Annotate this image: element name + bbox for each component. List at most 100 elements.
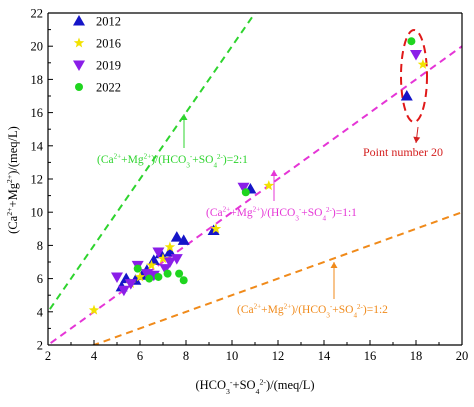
point-2019-3 — [124, 279, 137, 290]
point-2016-4 — [146, 259, 157, 270]
annotation-ratio-2-1-part: )=2:1 — [223, 154, 248, 166]
arrow-ratio-1-1 — [270, 170, 278, 201]
annotation-point-20: Point number 20 — [363, 145, 443, 159]
point-2019-12 — [410, 50, 422, 61]
legend-item-2019: 2019 — [73, 59, 121, 73]
point-2022-5 — [175, 269, 184, 278]
y-tick-label: 4 — [37, 305, 44, 319]
y-tick-label: 12 — [31, 173, 44, 187]
arrow-ratio-2-1 — [180, 114, 188, 148]
point-2022-2 — [145, 274, 154, 283]
annotation-ratio-1-1-part: +SO — [301, 207, 322, 219]
arrow-point-20 — [413, 126, 421, 144]
legend: 2012 2016 2019 2022 — [73, 15, 121, 95]
annotation-ratio-2-1-part: 2+ — [114, 153, 122, 161]
point-2022-1 — [133, 264, 142, 273]
y-tick-label: 2 — [37, 339, 43, 353]
point-2019-9 — [163, 257, 176, 268]
annotation-ratio-1-2-part: 3 — [326, 311, 330, 319]
y-tick-label: 18 — [31, 73, 44, 87]
annotation-ratio-1-1-part: )/(HCO — [260, 207, 295, 219]
reference-lines — [48, 13, 462, 345]
annotation-ratio-1-1-part: 4 — [322, 215, 326, 223]
x-tick-label: 14 — [318, 349, 331, 363]
series-2022 — [133, 37, 416, 285]
annotation-point-20-part: Point number 20 — [363, 145, 443, 159]
series-2012 — [115, 90, 413, 292]
annotation-ratio-1-2-part: 2+ — [284, 303, 292, 311]
reference-line-1 — [48, 13, 257, 314]
x-axis-label-part: 3 — [226, 387, 230, 396]
point-2019-7 — [152, 247, 165, 259]
x-axis-label-part: (HCO — [195, 378, 226, 392]
legend-item-2016: 2016 — [73, 37, 121, 51]
x-tick-label: 6 — [137, 349, 143, 363]
point-2019-8 — [159, 264, 172, 275]
x-tick-label: 2 — [45, 349, 51, 363]
x-tick-label: 4 — [91, 349, 98, 363]
point-2022-6 — [179, 276, 188, 285]
annotation-ratio-2-1-part: +SO — [192, 154, 213, 166]
x-axis-label-part: 4 — [256, 387, 260, 396]
series-2019 — [111, 50, 422, 297]
y-tick-label: 10 — [31, 206, 44, 220]
legend-label: 2012 — [96, 15, 121, 29]
annotation-ratio-1-1-part: - — [299, 206, 302, 214]
x-tick-label: 10 — [226, 349, 239, 363]
point-2019-1 — [111, 272, 123, 283]
arrow-ratio-1-1-head — [270, 170, 278, 176]
annotation-ratio-1-2-part: 2+ — [254, 303, 262, 311]
y-tick-label: 16 — [31, 106, 44, 120]
legend-label: 2022 — [96, 81, 121, 95]
axes: 2 4 6 8 10 12 14 16 18 20246810121416182022(HCO3-… — [5, 7, 468, 396]
point-2012-9 — [170, 231, 183, 242]
y-axis-label: (Ca2++Mg2+)/(meq/L) — [5, 126, 20, 234]
point-2022-3 — [154, 272, 163, 281]
point-2016-7 — [210, 223, 222, 234]
point-2016-9 — [417, 58, 429, 69]
annotation-ratio-1-1-part: )=1:1 — [332, 207, 357, 219]
annotation-ratio-2-1-part: 4 — [213, 162, 217, 170]
point-2012-10 — [177, 234, 190, 245]
x-axis-label-part: - — [230, 377, 233, 386]
legend-item-2012: 2012 — [73, 15, 121, 29]
y-axis-label-part: )/(meq/L) — [6, 126, 20, 175]
point-20-ellipse — [400, 29, 428, 123]
point-2019-2 — [117, 285, 130, 297]
annotation-ratio-1-2-part: +SO — [332, 304, 353, 316]
legend-label: 2019 — [96, 59, 121, 73]
x-tick-label: 16 — [364, 349, 377, 363]
annotation-ratio-2-1-part: - — [190, 153, 193, 161]
arrow-ratio-2-1-head — [180, 114, 188, 120]
arrow-ratio-1-2-head — [330, 262, 338, 268]
annotation-ratio-2-1-part: 3 — [186, 161, 190, 169]
y-tick-label: 20 — [31, 40, 44, 54]
point-2019-11 — [237, 182, 250, 194]
annotation-ratio-1-2-part: )/(HCO — [291, 304, 326, 316]
annotation-ratio-1-2-part: +Mg — [261, 304, 284, 316]
annotation-ratio-2-1: (Ca2++Mg2+)/(HCO3-+SO42-)=2:1 — [97, 153, 248, 170]
annotation-ratio-1-1-part: (Ca — [206, 207, 223, 219]
point-2022-7 — [241, 188, 250, 197]
point-2016-5 — [157, 253, 169, 264]
annotation-ratio-1-1-part: 2- — [326, 206, 333, 214]
point-2019-10 — [170, 254, 183, 265]
y-tick-label: 22 — [31, 7, 44, 21]
annotation-ratio-2-1-part: )/(HCO — [151, 154, 186, 166]
annotation-ratio-1-1-part: +Mg — [230, 207, 253, 219]
x-tick-label: 20 — [456, 349, 469, 363]
x-tick-label: 18 — [410, 349, 423, 363]
point-2016-6 — [164, 241, 176, 252]
point-2022-4 — [163, 269, 172, 278]
x-tick-label: 12 — [272, 349, 285, 363]
legend-label: 2016 — [96, 37, 121, 51]
annotation-ratio-1-2-part: (Ca — [237, 304, 254, 316]
data-points — [88, 37, 429, 315]
legend-marker-2012 — [73, 15, 85, 26]
annotation-ratio-1-1-part: 3 — [295, 214, 299, 222]
series-2016 — [88, 58, 429, 315]
x-axis-label-part: +SO — [233, 378, 256, 392]
point-2016-1 — [88, 304, 100, 315]
annotation-ratio-2-1-part: +Mg — [121, 154, 144, 166]
